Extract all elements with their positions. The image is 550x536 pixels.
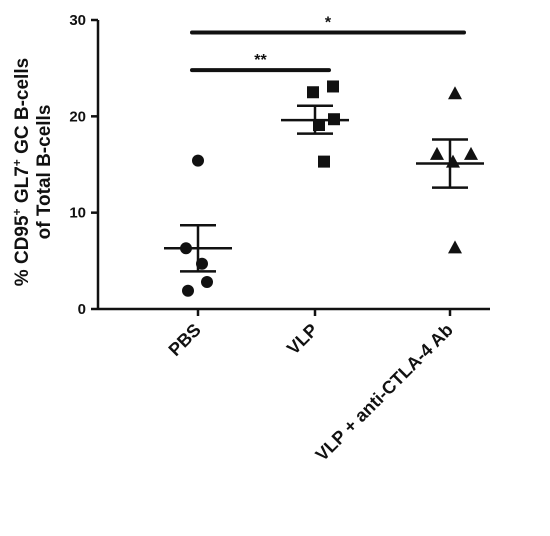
data-point-square xyxy=(307,86,319,99)
y-axis-label-line2: of Total B-cells xyxy=(34,105,55,240)
y-tick-label: 30 xyxy=(69,12,86,29)
data-point-square xyxy=(328,113,340,126)
data-point-triangle xyxy=(448,240,462,254)
y-tick-label: 0 xyxy=(78,301,86,318)
data-point-square xyxy=(313,119,325,132)
data-point-circle xyxy=(180,242,192,255)
data-point-circle xyxy=(201,276,213,289)
data-point-circle xyxy=(196,257,208,270)
y-axis-label-line1: % CD95+ GL7+ GC B-cells xyxy=(10,58,33,286)
significance-label: * xyxy=(325,15,332,32)
y-axis-label: % CD95+ GL7+ GC B-cells of Total B-cells xyxy=(10,58,55,286)
data-point-triangle xyxy=(430,146,444,160)
data-point-circle xyxy=(182,284,194,297)
data-point-triangle xyxy=(446,154,460,168)
x-category-label: VLP + anti-CTLA-4 Ab xyxy=(312,320,457,465)
data-point-triangle xyxy=(448,86,462,100)
y-tick-label: 20 xyxy=(69,108,86,125)
data-point-square xyxy=(327,80,339,93)
x-category-label: VLP xyxy=(283,320,322,359)
significance-label: ** xyxy=(254,52,267,69)
data-point-circle xyxy=(192,154,204,167)
data-point-triangle xyxy=(464,146,478,160)
data-point-square xyxy=(318,155,330,168)
y-tick-label: 10 xyxy=(69,205,86,222)
x-category-label: PBS xyxy=(165,320,205,360)
